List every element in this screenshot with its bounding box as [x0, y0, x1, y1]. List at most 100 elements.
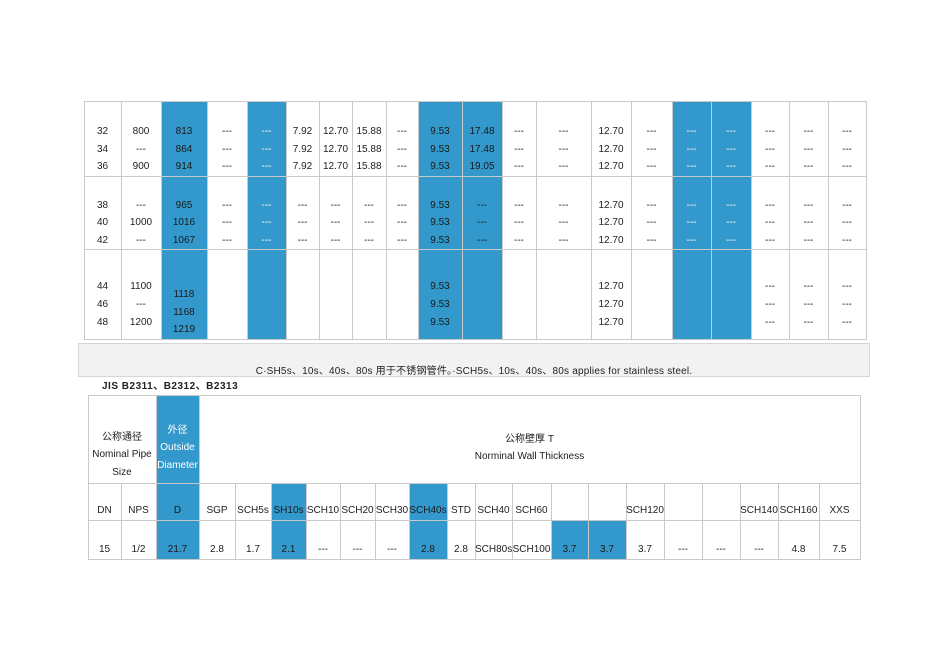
top-table-cell: --- — [397, 126, 407, 137]
top-table-cell: --- — [842, 235, 852, 246]
top-table-cell: 1219 — [172, 324, 196, 335]
top-table-cell: 7.92 — [292, 126, 313, 137]
top-table-cell: --- — [222, 144, 232, 155]
top-table-cell: 12.70 — [322, 126, 349, 137]
top-table-cell: --- — [842, 299, 852, 310]
top-table-cell: 12.70 — [322, 161, 349, 172]
top-cell-bg — [207, 249, 248, 340]
top-table-cell: --- — [765, 235, 775, 246]
top-cell-bg — [286, 176, 320, 250]
top-table-cell: --- — [842, 200, 852, 211]
top-table-cell: --- — [686, 235, 697, 246]
data-value: 15 — [98, 544, 111, 555]
top-table-cell: 12.70 — [598, 144, 624, 155]
top-cell-bg — [536, 101, 592, 177]
column-header: SCH60 — [515, 505, 548, 516]
top-cell-bg — [386, 101, 419, 177]
top-table-cell: 9.53 — [430, 235, 450, 246]
top-table-cell: 813 — [175, 126, 193, 137]
data-value: 3.7 — [638, 544, 652, 555]
top-table-cell: --- — [514, 126, 524, 137]
top-table-cell: --- — [686, 144, 697, 155]
data-value: --- — [318, 544, 328, 555]
data-value: --- — [716, 544, 726, 555]
top-table-cell: --- — [558, 235, 569, 246]
top-table-cell: --- — [842, 161, 852, 172]
column-header: SCH10 — [306, 505, 340, 516]
column-header-cell — [199, 483, 236, 521]
data-cell — [819, 520, 861, 560]
data-cell — [409, 520, 448, 560]
top-table-cell: 7.92 — [292, 161, 313, 172]
top-table-cell: 864 — [175, 144, 193, 155]
column-header-cell — [702, 483, 741, 521]
top-table-cell: --- — [726, 200, 736, 211]
data-cell — [702, 520, 741, 560]
data-value: 21.7 — [167, 544, 188, 555]
top-cell-bg — [247, 249, 287, 340]
top-table-cell: --- — [726, 126, 736, 137]
top-cell-bg — [591, 249, 632, 340]
top-table-cell: 12.70 — [598, 235, 624, 246]
top-table-cell: --- — [686, 126, 697, 137]
column-header: SCH120 — [626, 505, 664, 516]
column-header-cell — [819, 483, 861, 521]
top-cell-bg — [711, 249, 752, 340]
top-cell-bg — [84, 176, 122, 250]
top-cell-bg — [789, 176, 829, 250]
column-header-cell — [475, 483, 513, 521]
top-table-cell: 32 — [96, 126, 109, 137]
data-value: SCH100 — [512, 544, 551, 555]
top-table-cell: --- — [261, 200, 272, 211]
data-value: 1/2 — [131, 544, 146, 555]
top-table-cell: --- — [726, 161, 736, 172]
top-table-cell: --- — [646, 126, 657, 137]
top-table-cell: 48 — [96, 317, 109, 328]
column-header-cell — [551, 483, 589, 521]
top-table-cell: --- — [330, 217, 341, 228]
top-table-cell: 12.70 — [598, 161, 624, 172]
top-table-cell: 1100 — [130, 281, 152, 292]
standard-title: JIS B2311、B2312、B2313 — [102, 381, 239, 392]
column-header: SCH160 — [779, 505, 818, 516]
od-header-en-2: Diameter — [157, 460, 198, 471]
top-table-cell: --- — [477, 200, 487, 211]
top-table-cell: 12.70 — [598, 281, 624, 292]
top-table-cell: 9.53 — [430, 317, 450, 328]
top-table-cell: --- — [261, 126, 272, 137]
column-header-cell — [375, 483, 410, 521]
top-cell-bg — [247, 101, 287, 177]
wall-header-en: Norminal Wall Thickness — [474, 451, 585, 462]
top-table-cell: 15.88 — [356, 126, 382, 137]
top-table-cell: 42 — [96, 235, 109, 246]
top-table-cell: --- — [686, 200, 697, 211]
top-table-cell: --- — [364, 217, 374, 228]
top-cell-bg — [502, 249, 537, 340]
top-cell-bg — [121, 176, 162, 250]
top-cell-bg — [161, 249, 208, 340]
od-header-en: Outside — [160, 442, 195, 453]
top-table-cell: --- — [261, 217, 272, 228]
top-cell-bg — [828, 101, 867, 177]
data-cell — [271, 520, 307, 560]
top-table-cell: 9.53 — [430, 200, 450, 211]
top-table-cell: --- — [803, 317, 814, 328]
top-table-cell: --- — [222, 217, 232, 228]
top-table-cell: 9.53 — [430, 161, 450, 172]
column-header-cell — [271, 483, 307, 521]
top-table-cell: --- — [364, 200, 374, 211]
top-cell-bg — [84, 101, 122, 177]
column-header-cell — [409, 483, 448, 521]
top-cell-bg — [591, 176, 632, 250]
top-table-cell: 1000 — [129, 217, 153, 228]
top-table-cell: --- — [514, 200, 524, 211]
note-text: C·SH5s、10s、40s、80s 用于不锈钢管件。·SCH5s、10s、40… — [255, 366, 693, 377]
top-cell-bg — [502, 101, 537, 177]
top-cell-bg — [789, 101, 829, 177]
top-table-cell: --- — [646, 161, 657, 172]
top-table-cell: 7.92 — [292, 144, 313, 155]
data-cell — [447, 520, 476, 560]
top-table-cell: 965 — [175, 200, 193, 211]
top-table-cell: 9.53 — [430, 217, 450, 228]
data-value: 2.1 — [281, 544, 296, 555]
